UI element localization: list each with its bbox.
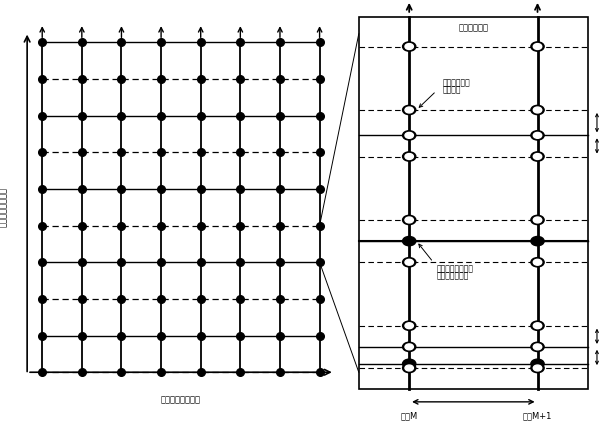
Circle shape: [403, 152, 416, 161]
Circle shape: [403, 236, 416, 246]
Circle shape: [403, 131, 416, 140]
Circle shape: [403, 42, 416, 51]
Circle shape: [403, 105, 416, 115]
Circle shape: [405, 44, 414, 49]
Circle shape: [531, 236, 544, 246]
Bar: [359, 17, 588, 389]
Circle shape: [403, 321, 416, 330]
Circle shape: [405, 132, 414, 138]
Circle shape: [533, 132, 541, 138]
Text: 接收位置: 接收位置: [443, 85, 461, 95]
Circle shape: [405, 217, 414, 223]
Text: 扫描轴的取样位置: 扫描轴的取样位置: [161, 395, 201, 404]
Circle shape: [533, 259, 541, 265]
Circle shape: [403, 258, 416, 267]
Text: 波头扫描取样位置: 波头扫描取样位置: [437, 264, 473, 273]
Circle shape: [405, 365, 414, 371]
Circle shape: [531, 105, 544, 115]
Text: 波束M+1: 波束M+1: [523, 411, 552, 420]
Circle shape: [531, 342, 544, 352]
Circle shape: [533, 154, 541, 159]
Circle shape: [533, 44, 541, 49]
Circle shape: [533, 107, 541, 113]
Text: （理想取样点）: （理想取样点）: [437, 271, 469, 280]
Circle shape: [405, 323, 414, 329]
Circle shape: [405, 259, 414, 265]
Circle shape: [403, 215, 416, 225]
Text: 波束M: 波束M: [400, 411, 418, 420]
Circle shape: [531, 363, 544, 373]
Circle shape: [531, 359, 544, 368]
Circle shape: [531, 42, 544, 51]
Circle shape: [533, 323, 541, 329]
Circle shape: [531, 152, 544, 161]
Circle shape: [531, 215, 544, 225]
Circle shape: [403, 359, 416, 368]
Circle shape: [531, 131, 544, 140]
Circle shape: [531, 258, 544, 267]
Circle shape: [405, 344, 414, 350]
Circle shape: [405, 107, 414, 113]
Text: 探头运动方向: 探头运动方向: [458, 23, 488, 32]
Circle shape: [531, 321, 544, 330]
Circle shape: [403, 342, 416, 352]
Circle shape: [533, 217, 541, 223]
Text: 推进轴的取样位置: 推进轴的取样位置: [0, 187, 7, 227]
Circle shape: [533, 344, 541, 350]
Circle shape: [405, 154, 414, 159]
Text: 波束测量实际: 波束测量实际: [443, 79, 470, 88]
Circle shape: [533, 365, 541, 371]
Circle shape: [403, 363, 416, 373]
